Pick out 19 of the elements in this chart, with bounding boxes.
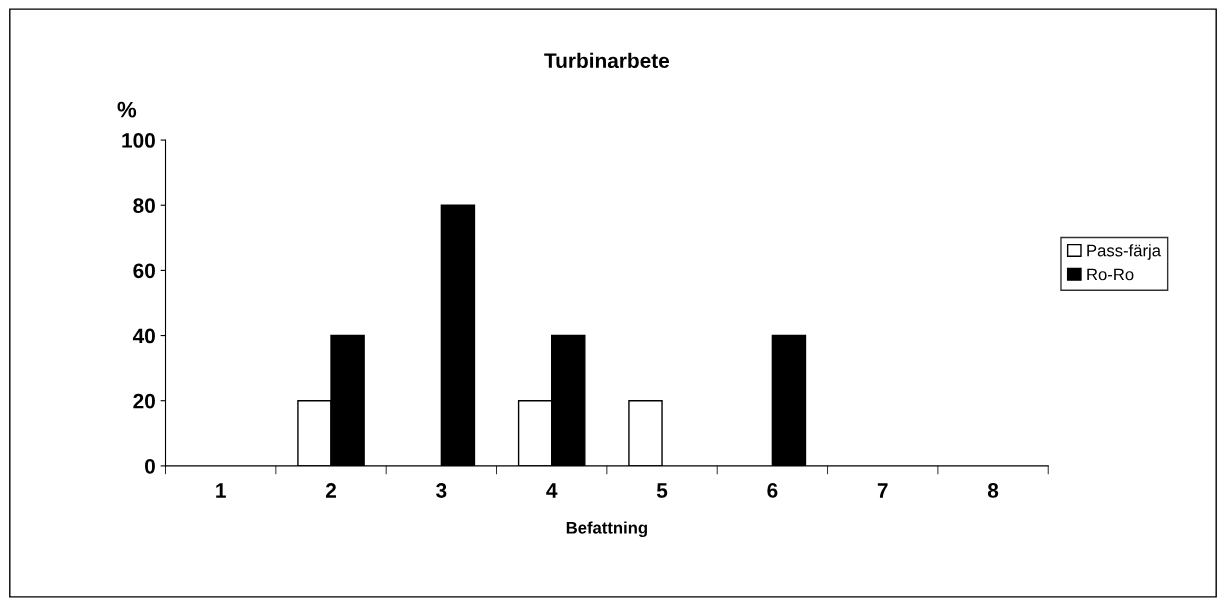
x-tick-label: 5 [656,483,668,498]
x-axis-title: Befattning [566,521,647,538]
y-axis-title: % [117,101,137,118]
x-tick-label: 7 [877,483,888,498]
x-tick-label: 3 [436,483,447,498]
y-tick-label: 40 [132,328,155,344]
legend-label: Pass-färja [1087,244,1161,260]
y-tick-label: 0 [145,458,155,474]
x-tick-label: 1 [216,483,226,498]
x-tick-label: 6 [767,483,778,498]
x-tick-label: 4 [546,483,558,498]
y-tick-label: 80 [133,198,155,213]
x-tick-label: 8 [987,483,999,498]
chart-title: Turbinarbete [544,52,670,69]
x-tick-label: 2 [325,483,336,498]
y-tick-label: 60 [133,263,155,279]
y-tick-label: 20 [133,393,155,409]
y-tick-label: 100 [122,133,155,148]
legend-label: Ro-Ro [1087,268,1134,281]
